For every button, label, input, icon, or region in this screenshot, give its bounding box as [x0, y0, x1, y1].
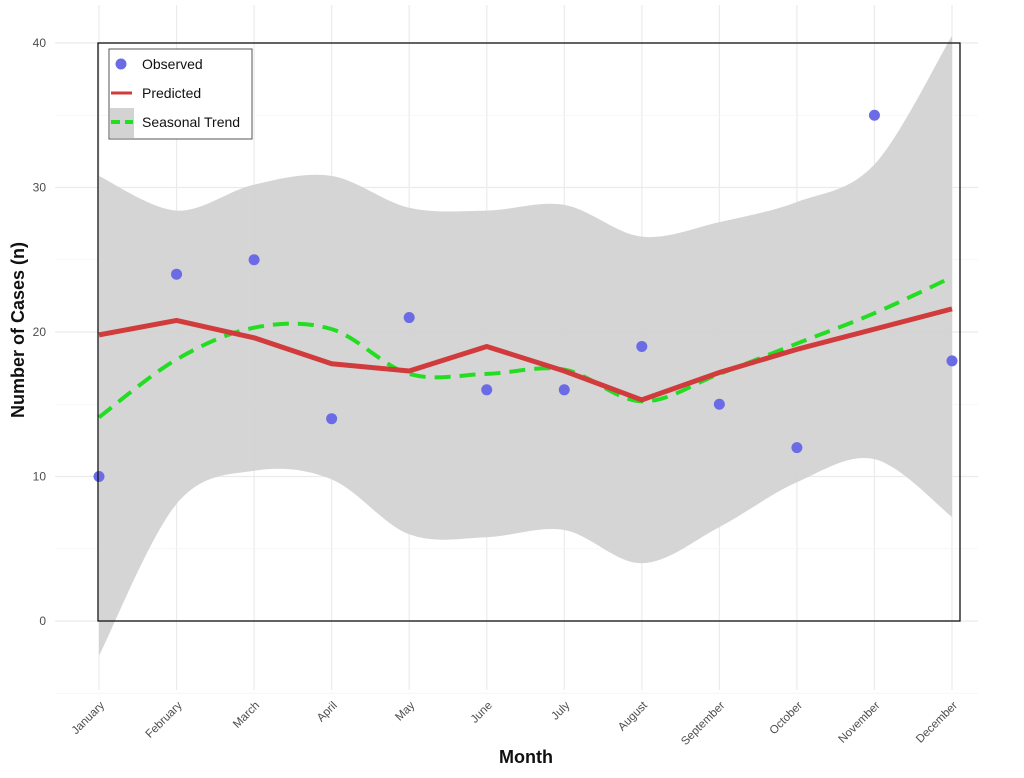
x-tick-label: January — [70, 699, 108, 737]
x-tick-label: November — [837, 700, 883, 746]
x-tick-label: July — [549, 699, 572, 722]
x-tick-label: April — [315, 700, 340, 725]
observed-point — [326, 413, 338, 425]
x-tick-label: October — [768, 700, 806, 738]
predicted-line — [98, 306, 953, 403]
observed-point — [248, 254, 260, 266]
observed-point — [868, 109, 880, 121]
y-tick-label: 30 — [33, 181, 47, 195]
legend: Observed Predicted Seasonal Trend — [108, 48, 253, 140]
confidence-band — [99, 35, 952, 656]
observed-point — [93, 471, 105, 482]
x-axis-ticks: January February March April May June July Augu… — [70, 699, 961, 748]
panel-border — [97, 42, 961, 622]
y-tick-label: 10 — [33, 470, 47, 484]
confidence-band-area — [99, 35, 952, 656]
x-tick-label: September — [679, 700, 727, 748]
x-tick-label: December — [914, 700, 960, 746]
observed-point — [171, 268, 183, 280]
legend-observed-label: Observed — [142, 56, 203, 72]
observed-point — [558, 384, 570, 396]
x-tick-label: June — [469, 700, 495, 726]
y-tick-label: 40 — [33, 36, 47, 50]
observed-point — [636, 340, 648, 352]
x-tick-label: March — [231, 700, 262, 731]
observed-series — [93, 109, 958, 482]
legend-predicted-label: Predicted — [142, 85, 201, 101]
predicted-series — [98, 306, 953, 403]
observed-point — [946, 355, 958, 367]
legend-trend-label: Seasonal Trend — [142, 114, 240, 130]
y-tick-label: 20 — [33, 325, 47, 339]
observed-point — [713, 398, 725, 410]
observed-point — [403, 312, 415, 324]
y-axis-ticks: 0 10 20 30 40 — [33, 36, 47, 628]
x-tick-label: February — [144, 699, 185, 740]
x-tick-label: August — [616, 699, 650, 733]
observed-point — [791, 442, 803, 454]
legend-observed-key — [115, 58, 127, 70]
observed-point — [481, 384, 493, 396]
x-axis-title: Month — [499, 747, 553, 767]
x-tick-label: May — [393, 699, 417, 723]
y-tick-label: 0 — [39, 614, 46, 628]
y-axis-title: Number of Cases (n) — [8, 242, 28, 418]
